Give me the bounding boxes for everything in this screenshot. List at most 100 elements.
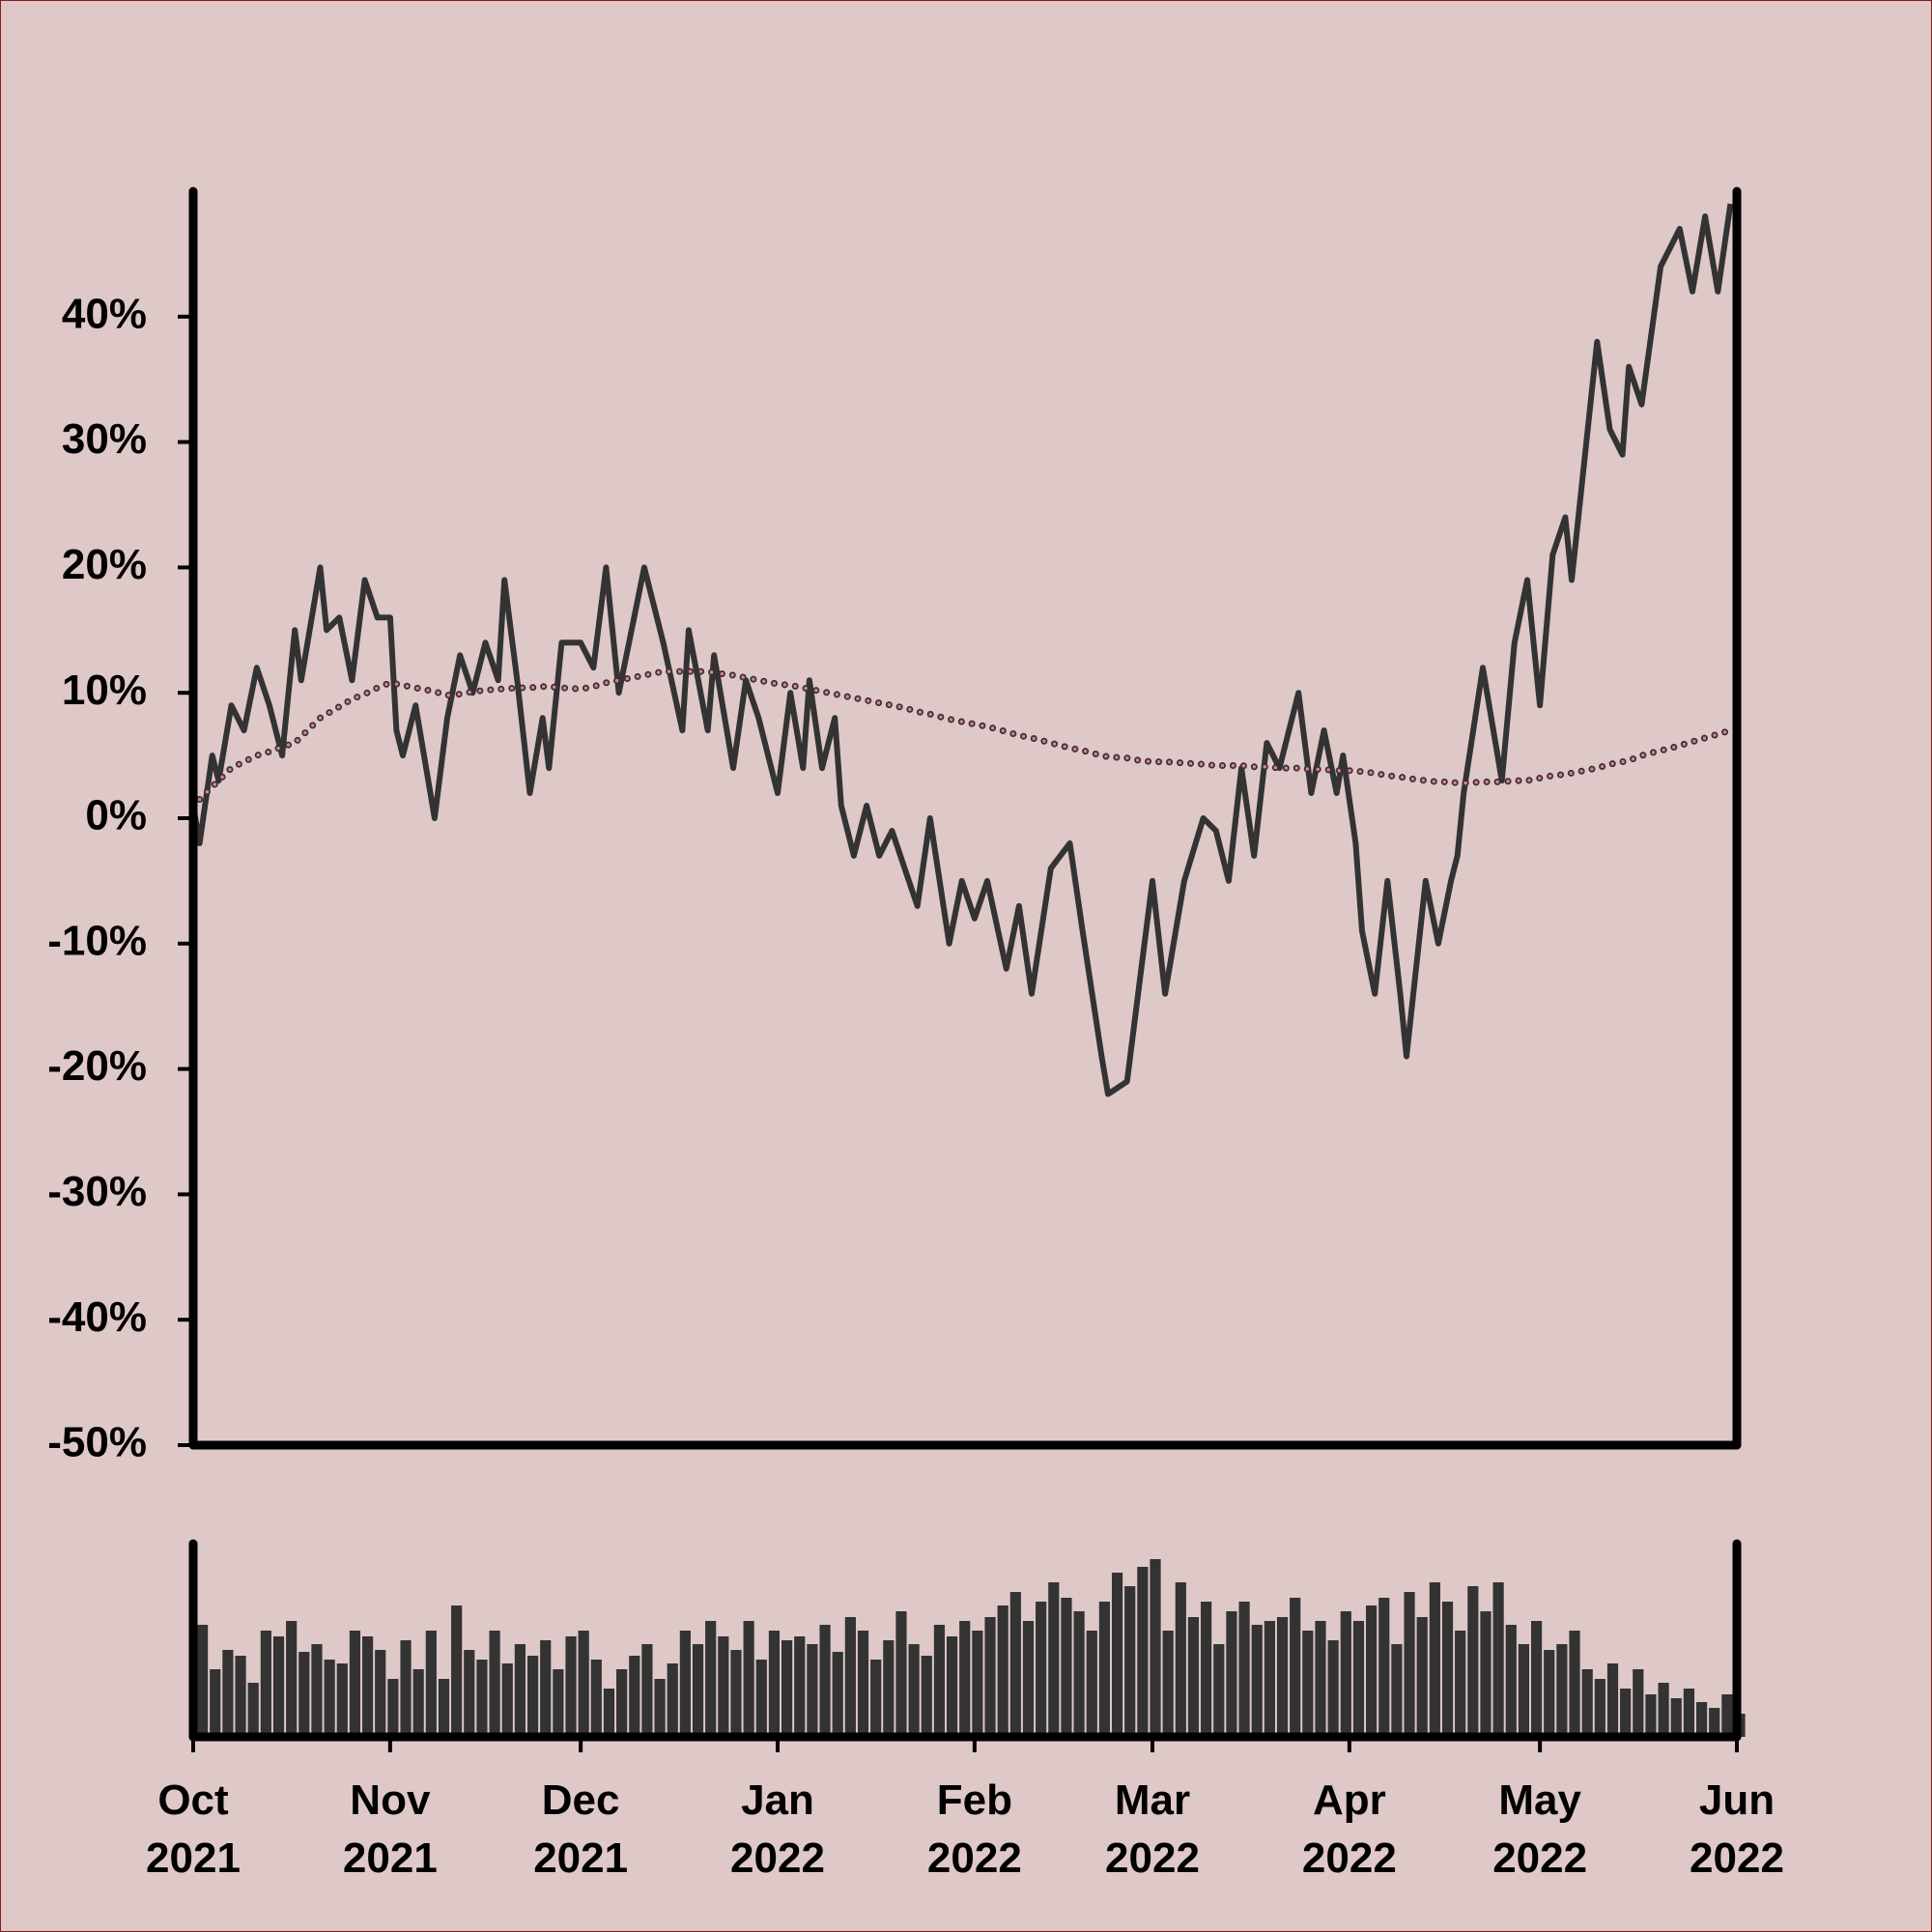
x-tick-label-line: 2021 <box>343 1834 438 1882</box>
volume-bar <box>629 1656 640 1737</box>
volume-bar <box>819 1625 831 1737</box>
volume-bar <box>324 1660 335 1737</box>
volume-bar <box>1098 1602 1110 1737</box>
volume-bar <box>1352 1621 1365 1737</box>
x-tick-label-line: Nov <box>350 1776 431 1824</box>
volume-bar <box>412 1669 424 1737</box>
volume-bar <box>1569 1631 1580 1737</box>
volume-bar <box>1327 1640 1339 1737</box>
volume-bar <box>1150 1559 1161 1737</box>
volume-bar <box>400 1640 412 1737</box>
volume-bar <box>933 1625 946 1737</box>
y-tick-label: 0% <box>85 792 147 839</box>
volume-bar <box>730 1650 742 1737</box>
volume-bar <box>514 1644 526 1737</box>
volume-bar <box>1709 1708 1720 1737</box>
volume-bar <box>1658 1683 1669 1737</box>
volume-bar <box>1276 1617 1289 1737</box>
volume-bar <box>489 1631 500 1737</box>
x-tick-label-line: Feb <box>937 1776 1012 1824</box>
volume-bar <box>349 1631 361 1737</box>
volume-bar <box>1137 1567 1149 1737</box>
volume-bar <box>553 1669 564 1737</box>
x-tick-label-line: Apr <box>1313 1776 1386 1824</box>
volume-bar <box>1594 1679 1605 1737</box>
volume-bar <box>1061 1598 1072 1737</box>
y-tick-label: -40% <box>47 1293 147 1341</box>
x-tick-label: Feb 2022 <box>927 1776 1022 1882</box>
x-tick-label-line: 2021 <box>146 1834 241 1882</box>
volume-bar <box>1226 1611 1237 1737</box>
y-tick-label: -10% <box>47 917 147 964</box>
volume-bar <box>1467 1586 1479 1737</box>
volume-bar <box>1340 1611 1351 1737</box>
volume-bar <box>565 1636 577 1737</box>
x-tick-label-line: 2022 <box>927 1834 1022 1882</box>
volume-bar <box>743 1621 754 1737</box>
volume-bar <box>1290 1598 1301 1737</box>
volume-bar <box>1391 1644 1403 1737</box>
x-tick-label: Jan 2022 <box>730 1776 825 1882</box>
y-tick-label: 40% <box>62 290 147 337</box>
volume-bar <box>298 1652 310 1737</box>
volume-bar <box>526 1656 539 1737</box>
volume-bar <box>540 1640 552 1737</box>
x-tick-label-line: 2022 <box>1492 1834 1587 1882</box>
volume-bar <box>1441 1602 1454 1737</box>
volume-bar <box>883 1640 895 1737</box>
y-tick-label: -30% <box>47 1168 147 1215</box>
volume-bar <box>1175 1582 1186 1737</box>
volume-bar <box>972 1631 983 1737</box>
volume-bar <box>679 1631 691 1737</box>
x-tick-label-line: May <box>1498 1776 1581 1824</box>
volume-bar <box>1416 1617 1428 1737</box>
volume-bar <box>501 1663 513 1737</box>
volume-bar <box>603 1689 615 1737</box>
x-tick-label-line: 2021 <box>533 1834 628 1882</box>
volume-bar <box>1581 1669 1593 1737</box>
x-tick-label: Oct 2021 <box>146 1776 241 1882</box>
volume-bar <box>705 1621 717 1737</box>
volume-bar <box>781 1640 793 1737</box>
x-tick-label: May 2022 <box>1492 1776 1587 1882</box>
volume-bar <box>908 1644 920 1737</box>
x-tick-label: Mar 2022 <box>1105 1776 1200 1882</box>
volume-bar <box>1683 1689 1694 1737</box>
volume-bar <box>1620 1689 1632 1737</box>
volume-bar <box>1404 1592 1415 1737</box>
x-tick-label-line: Oct <box>157 1776 229 1824</box>
volume-bar <box>1480 1611 1492 1737</box>
volume-bar <box>641 1644 653 1737</box>
volume-bar <box>1111 1573 1123 1737</box>
y-tick-label: -50% <box>47 1419 147 1466</box>
volume-bar <box>1213 1644 1225 1737</box>
volume-bar <box>438 1679 450 1737</box>
volume-bar <box>272 1636 285 1737</box>
volume-bar <box>222 1650 234 1737</box>
volume-bar <box>692 1644 704 1737</box>
x-tick-label-line: Dec <box>542 1776 620 1824</box>
volume-bar <box>984 1617 996 1737</box>
volume-bar <box>1187 1617 1200 1737</box>
volume-bar <box>311 1644 323 1737</box>
volume-bar <box>476 1660 488 1737</box>
volume-bar <box>1073 1611 1085 1737</box>
x-tick-label-line: Jun <box>1699 1776 1775 1824</box>
y-tick-label: 10% <box>62 667 147 714</box>
volume-bar <box>654 1679 666 1737</box>
volume-bar <box>260 1631 271 1737</box>
volume-bar <box>895 1611 907 1737</box>
volume-bar <box>755 1660 767 1737</box>
volume-bar <box>1022 1621 1035 1737</box>
volume-bar <box>667 1663 678 1737</box>
volume-bar <box>451 1605 463 1737</box>
y-tick-label: 30% <box>62 415 147 463</box>
volume-bar <box>464 1650 475 1737</box>
volume-bar <box>857 1631 869 1737</box>
y-tick-label: 20% <box>62 541 147 588</box>
volume-bar <box>718 1636 729 1737</box>
volume-bar <box>1721 1694 1733 1737</box>
volume-bar <box>1036 1602 1047 1737</box>
volume-bar <box>844 1617 856 1737</box>
